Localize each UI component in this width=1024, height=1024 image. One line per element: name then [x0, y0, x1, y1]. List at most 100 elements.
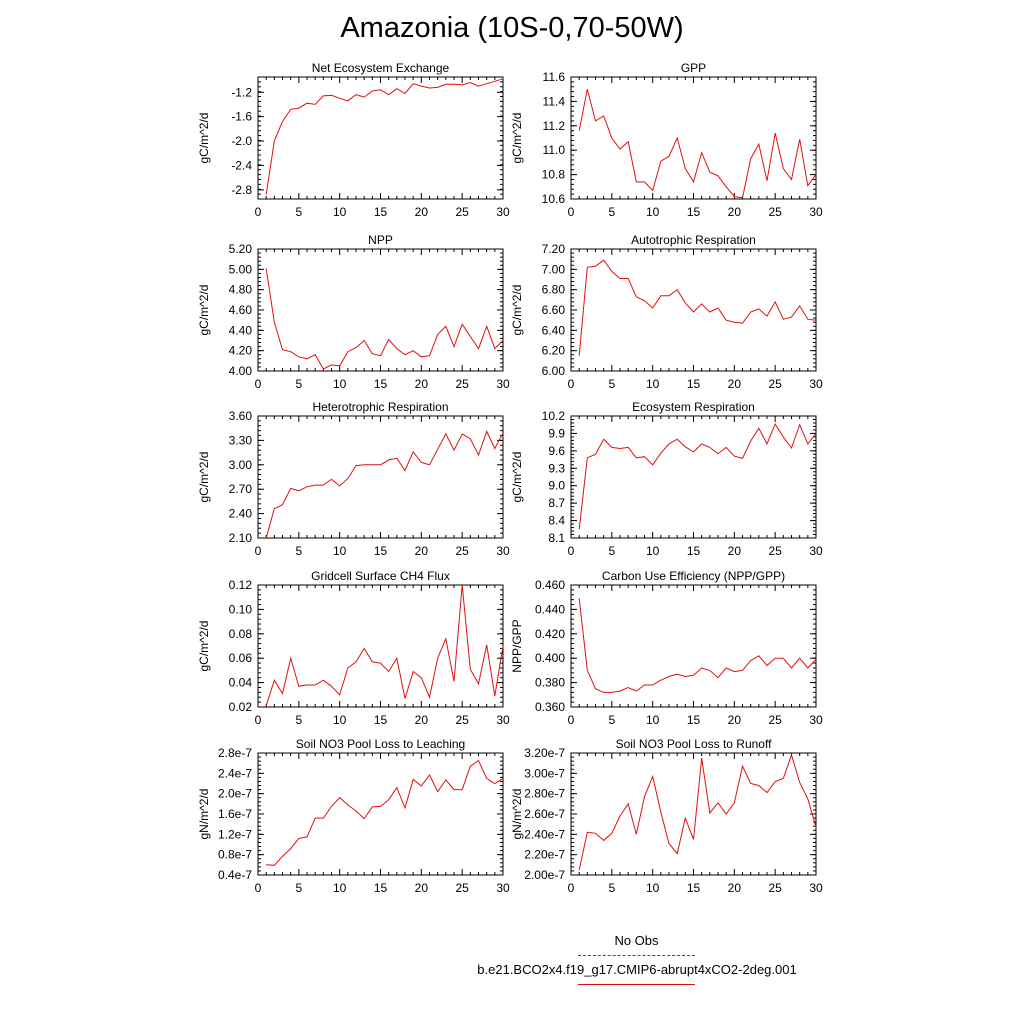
chart-9-frame — [257, 752, 504, 876]
chart-9-xtick-label: 20 — [415, 881, 429, 895]
chart-10-ytick-label: 2.80e-7 — [524, 787, 565, 801]
chart-5-xtick-label: 5 — [295, 544, 302, 558]
chart-9-xtick-label: 10 — [333, 881, 347, 895]
chart-10-xtick-label: 20 — [728, 881, 742, 895]
chart-1-title: Net Ecosystem Exchange — [312, 61, 450, 75]
chart-2-xtick-label: 30 — [809, 205, 823, 219]
chart-6-frame — [570, 415, 817, 539]
chart-3-xtick-label: 30 — [496, 377, 510, 391]
legend-obs-label: No Obs — [614, 933, 659, 948]
chart-10-xtick-label: 30 — [809, 881, 823, 895]
legend-case-label: b.e21.BCO2x4.f19_g17.CMIP6-abrupt4xCO2-2… — [477, 962, 797, 977]
chart-1-ytick-label: -2.8 — [231, 183, 252, 197]
chart-7-xtick-label: 20 — [415, 713, 429, 727]
chart-3-ytick-label: 5.00 — [229, 262, 253, 276]
chart-8-ytick-label: 0.380 — [535, 676, 565, 690]
chart-6-ytick-label: 10.2 — [542, 409, 566, 423]
chart-8-ylabel: NPP/GPP — [510, 619, 524, 672]
chart-1-xtick-label: 30 — [496, 205, 510, 219]
chart-4-ylabel: gC/m^2/d — [510, 285, 524, 336]
chart-1-xtick-label: 10 — [333, 205, 347, 219]
chart-5-xtick-label: 0 — [255, 544, 262, 558]
chart-5-xtick-label: 20 — [415, 544, 429, 558]
chart-5-ytick-label: 2.10 — [229, 531, 253, 545]
chart-8-ytick-label: 0.420 — [535, 627, 565, 641]
chart-10-xtick-label: 15 — [687, 881, 701, 895]
chart-5-frame — [257, 415, 504, 539]
chart-10-ytick-label: 2.20e-7 — [524, 848, 565, 862]
chart-2-ytick-label: 11.6 — [543, 70, 566, 84]
chart-9-ytick-label: 0.8e-7 — [218, 848, 252, 862]
chart-4-xtick-label: 0 — [568, 377, 575, 391]
chart-3-xtick-label: 5 — [295, 377, 302, 391]
chart-8-xtick-label: 30 — [809, 713, 823, 727]
chart-9-ytick-label: 1.2e-7 — [218, 827, 252, 841]
chart-10-ytick-label: 3.00e-7 — [524, 766, 565, 780]
chart-2-xtick-label: 25 — [768, 205, 782, 219]
chart-8-title: Carbon Use Efficiency (NPP/GPP) — [602, 569, 785, 583]
legend-obs-line — [578, 955, 695, 956]
chart-9-ytick-label: 1.6e-7 — [218, 807, 252, 821]
chart-9-xtick-label: 25 — [455, 881, 469, 895]
chart-4-ytick-label: 6.40 — [542, 323, 566, 337]
chart-4-xtick-label: 30 — [809, 377, 823, 391]
chart-7-xtick-label: 10 — [333, 713, 347, 727]
chart-3-ylabel: gC/m^2/d — [197, 285, 211, 336]
chart-1-ytick-label: -1.6 — [231, 110, 252, 124]
page-title: Amazonia (10S-0,70-50W) — [340, 12, 684, 44]
chart-6-xtick-label: 25 — [768, 544, 782, 558]
chart-1-ytick-label: -2.0 — [231, 134, 252, 148]
chart-4-ytick-label: 7.20 — [542, 242, 566, 256]
chart-1-xtick-label: 15 — [374, 205, 388, 219]
chart-8-ytick-label: 0.360 — [535, 700, 565, 714]
chart-2-ytick-label: 11.2 — [543, 119, 566, 133]
chart-2-ylabel: gC/m^2/d — [510, 113, 524, 164]
chart-5-ytick-label: 2.70 — [229, 482, 253, 496]
chart-6-ytick-label: 8.7 — [548, 496, 565, 510]
chart-5-xtick-label: 15 — [374, 544, 388, 558]
chart-7-ytick-label: 0.02 — [229, 700, 253, 714]
chart-2-ytick-label: 10.8 — [542, 168, 566, 182]
chart-6-xtick-label: 20 — [728, 544, 742, 558]
chart-7-ytick-label: 0.08 — [229, 627, 253, 641]
chart-5-title: Heterotrophic Respiration — [312, 400, 448, 414]
chart-4-ytick-label: 6.00 — [542, 364, 566, 378]
chart-3-ytick-label: 4.60 — [229, 303, 253, 317]
chart-7-xtick-label: 5 — [295, 713, 302, 727]
chart-3-ytick-label: 4.00 — [229, 364, 253, 378]
chart-10-xtick-label: 0 — [568, 881, 575, 895]
chart-10-frame — [570, 752, 817, 876]
chart-2-xtick-label: 0 — [568, 205, 575, 219]
chart-1-frame — [257, 76, 504, 200]
chart-7-frame — [257, 584, 504, 708]
chart-1-ytick-label: -2.4 — [231, 158, 252, 172]
chart-3-xtick-label: 0 — [255, 377, 262, 391]
chart-2-xtick-label: 15 — [687, 205, 701, 219]
chart-7-ytick-label: 0.10 — [229, 602, 253, 616]
chart-3-ytick-label: 4.20 — [229, 344, 253, 358]
chart-7-title: Gridcell Surface CH4 Flux — [311, 569, 450, 583]
chart-4-series-line — [578, 259, 817, 356]
chart-7-ylabel: gC/m^2/d — [197, 621, 211, 672]
chart-7-ytick-label: 0.04 — [229, 676, 253, 690]
chart-7-xtick-label: 0 — [255, 713, 262, 727]
chart-10-xtick-label: 5 — [608, 881, 615, 895]
chart-3-xtick-label: 20 — [415, 377, 429, 391]
chart-9-xtick-label: 5 — [295, 881, 302, 895]
chart-5-ytick-label: 2.40 — [229, 507, 253, 521]
chart-3-ytick-label: 5.20 — [229, 242, 253, 256]
chart-9-series-line — [266, 759, 504, 866]
legend-case-line — [578, 984, 695, 985]
chart-10-ytick-label: 2.40e-7 — [524, 827, 565, 841]
chart-8-xtick-label: 20 — [728, 713, 742, 727]
chart-2-ytick-label: 11.0 — [543, 143, 566, 157]
chart-8-ytick-label: 0.440 — [535, 602, 565, 616]
chart-4-ytick-label: 6.80 — [542, 283, 566, 297]
chart-6-ytick-label: 8.4 — [548, 514, 565, 528]
chart-9-ylabel: gN/m^2/d — [197, 789, 211, 840]
chart-6-series-line — [578, 423, 817, 530]
chart-8-xtick-label: 10 — [646, 713, 660, 727]
chart-1-ytick-label: -1.2 — [231, 85, 252, 99]
chart-8-ytick-label: 0.460 — [535, 578, 565, 592]
